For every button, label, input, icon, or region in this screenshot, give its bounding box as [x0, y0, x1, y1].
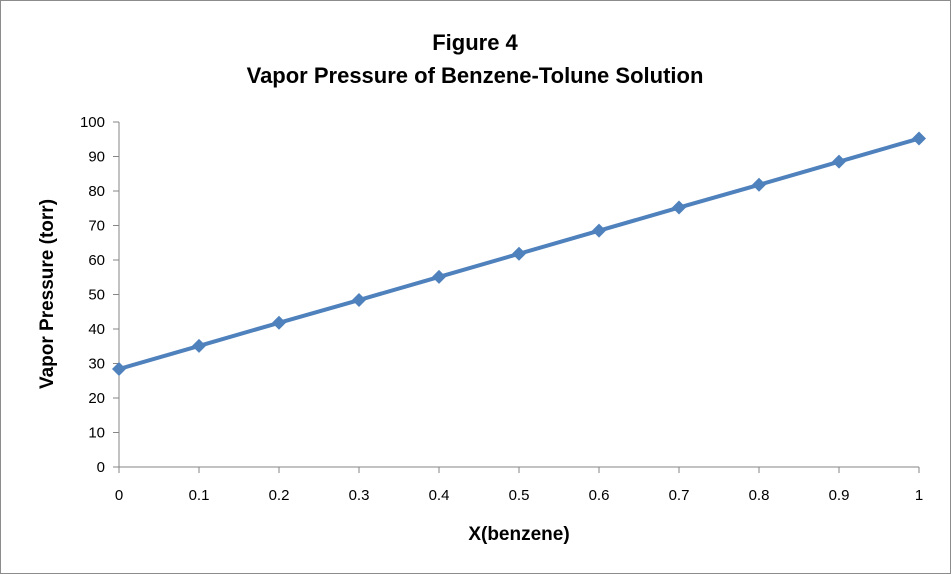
x-tick-label: 0 [115, 487, 123, 504]
x-tick-label: 0.7 [669, 487, 690, 504]
x-tick-label: 0.6 [589, 487, 610, 504]
data-point-marker [592, 223, 606, 238]
y-tick-label: 10 [88, 425, 105, 442]
chart-subtitle: Vapor Pressure of Benzene-Tolune Solutio… [247, 63, 704, 88]
x-tick-label: 0.3 [349, 487, 370, 504]
y-tick-label: 20 [88, 390, 105, 407]
data-point-marker [272, 315, 286, 330]
data-point-marker [752, 177, 766, 192]
chart-title: Figure 4 [432, 30, 518, 55]
data-point-marker [512, 246, 526, 261]
x-tick-label: 0.2 [269, 487, 290, 504]
y-tick-label: 0 [97, 459, 105, 476]
x-tick-label: 0.4 [429, 487, 450, 504]
x-axis-title: X(benzene) [468, 524, 569, 545]
data-point-marker [912, 131, 926, 146]
y-tick-label: 80 [88, 183, 105, 200]
data-point-marker [832, 154, 846, 169]
y-tick-label: 30 [88, 356, 105, 373]
y-tick-label: 100 [80, 114, 105, 131]
data-point-marker [192, 338, 206, 353]
data-point-marker [352, 293, 366, 308]
x-tick-label: 0.5 [509, 487, 530, 504]
y-tick-label: 40 [88, 321, 105, 338]
data-point-marker [672, 200, 686, 215]
x-tick-label: 0.8 [749, 487, 770, 504]
axes: 0 10 20 30 40 50 60 70 80 90 100 0 0.1 0.2 0.3 0.4 0.5 0.… [80, 114, 923, 504]
y-tick-label: 60 [88, 252, 105, 269]
y-tick-label: 70 [88, 218, 105, 235]
x-tick-label: 1 [915, 487, 923, 504]
data-point-marker [432, 269, 446, 284]
plot-area [112, 131, 926, 377]
x-tick-label: 0.9 [829, 487, 850, 504]
data-point-marker [112, 362, 126, 377]
x-tick-label: 0.1 [189, 487, 210, 504]
y-tick-label: 50 [88, 287, 105, 304]
y-tick-label: 90 [88, 149, 105, 166]
y-axis-title: Vapor Pressure (torr) [37, 199, 58, 389]
